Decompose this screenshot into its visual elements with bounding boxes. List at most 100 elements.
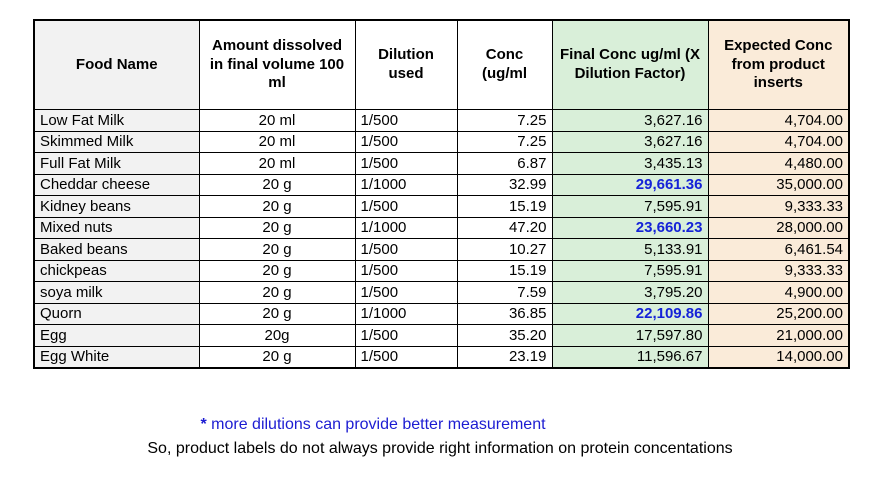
conc-cell: 35.20: [456, 324, 553, 347]
amount-cell: 20 g: [198, 259, 356, 282]
final-conc-cell: 17,597.80: [551, 324, 709, 347]
table-row: chickpeas 20 g 1/500 15.19 7,595.91 9,333.33: [33, 259, 850, 282]
dilution-cell: 1/500: [354, 109, 458, 132]
table-row: Egg White 20 g 1/500 23.19 11,596.67 14,000.0…: [33, 345, 850, 369]
dilution-cell: 1/1000: [354, 216, 458, 239]
expected-conc-cell: 4,900.00: [707, 281, 850, 304]
conc-cell: 15.19: [456, 259, 553, 282]
dilution-cell: 1/500: [354, 130, 458, 153]
amount-cell: 20g: [198, 324, 356, 347]
table-row: Baked beans 20 g 1/500 10.27 5,133.91 6,461.5…: [33, 238, 850, 261]
conc-cell: 47.20: [456, 216, 553, 239]
conc-cell: 7.59: [456, 281, 553, 304]
final-conc-cell: 7,595.91: [551, 195, 709, 218]
table-body: Low Fat Milk 20 ml 1/500 7.25 3,627.16 4,704.…: [33, 109, 850, 369]
final-conc-cell: 5,133.91: [551, 238, 709, 261]
food-name-cell: Mixed nuts: [33, 216, 200, 239]
amount-cell: 20 g: [198, 195, 356, 218]
table-row: Low Fat Milk 20 ml 1/500 7.25 3,627.16 4,704.…: [33, 109, 850, 132]
amount-cell: 20 g: [198, 281, 356, 304]
conc-cell: 15.19: [456, 195, 553, 218]
table-row: soya milk 20 g 1/500 7.59 3,795.20 4,900.00: [33, 281, 850, 304]
food-name-cell: Kidney beans: [33, 195, 200, 218]
final-conc-cell: 22,109.86: [551, 302, 709, 325]
dilution-cell: 1/1000: [354, 173, 458, 196]
expected-conc-cell: 6,461.54: [707, 238, 850, 261]
expected-conc-cell: 4,480.00: [707, 152, 850, 175]
amount-cell: 20 g: [198, 302, 356, 325]
table-row: Cheddar cheese 20 g 1/1000 32.99 29,661.36 35…: [33, 173, 850, 196]
dilution-cell: 1/500: [354, 195, 458, 218]
conc-cell: 32.99: [456, 173, 553, 196]
amount-cell: 20 ml: [198, 152, 356, 175]
final-conc-cell: 7,595.91: [551, 259, 709, 282]
final-conc-cell: 23,660.23: [551, 216, 709, 239]
final-conc-cell: 29,661.36: [551, 173, 709, 196]
dilution-cell: 1/500: [354, 324, 458, 347]
food-name-cell: Skimmed Milk: [33, 130, 200, 153]
dilution-cell: 1/1000: [354, 302, 458, 325]
amount-cell: 20 g: [198, 345, 356, 369]
expected-conc-cell: 35,000.00: [707, 173, 850, 196]
final-conc-cell: 11,596.67: [551, 345, 709, 369]
conc-cell: 23.19: [456, 345, 553, 369]
note-asterisk: *: [200, 416, 207, 433]
table-row: Mixed nuts 20 g 1/1000 47.20 23,660.23 28,000…: [33, 216, 850, 239]
expected-conc-cell: 28,000.00: [707, 216, 850, 239]
table-header: Food Name Amount dissolved in final volu…: [33, 19, 850, 110]
header-food-name: Food Name: [33, 19, 200, 110]
header-dilution-used: Dilution used: [354, 19, 458, 110]
conc-cell: 6.87: [456, 152, 553, 175]
expected-conc-cell: 21,000.00: [707, 324, 850, 347]
header-amount-dissolved: Amount dissolved in final volume 100 ml: [198, 19, 356, 110]
food-name-cell: Egg White: [33, 345, 200, 369]
expected-conc-cell: 4,704.00: [707, 130, 850, 153]
dilution-cell: 1/500: [354, 152, 458, 175]
expected-conc-cell: 14,000.00: [707, 345, 850, 369]
table-row: Quorn 20 g 1/1000 36.85 22,109.86 25,200.00: [33, 302, 850, 325]
food-name-cell: Baked beans: [33, 238, 200, 261]
header-expected-conc: Expected Conc from product inserts: [707, 19, 850, 110]
amount-cell: 20 g: [198, 173, 356, 196]
expected-conc-cell: 9,333.33: [707, 259, 850, 282]
food-name-cell: Egg: [33, 324, 200, 347]
header-final-conc: Final Conc ug/ml (X Dilution Factor): [551, 19, 709, 110]
expected-conc-cell: 4,704.00: [707, 109, 850, 132]
header-conc: Conc (ug/ml: [456, 19, 553, 110]
conc-cell: 36.85: [456, 302, 553, 325]
note-dilutions-text: more dilutions can provide better measur…: [211, 416, 546, 433]
food-name-cell: Full Fat Milk: [33, 152, 200, 175]
protein-concentration-table: Food Name Amount dissolved in final volu…: [33, 19, 850, 369]
final-conc-cell: 3,627.16: [551, 130, 709, 153]
table-row: Full Fat Milk 20 ml 1/500 6.87 3,435.13 4,480…: [33, 152, 850, 175]
dilution-cell: 1/500: [354, 259, 458, 282]
food-name-cell: Low Fat Milk: [33, 109, 200, 132]
amount-cell: 20 g: [198, 238, 356, 261]
note-dilutions: * more dilutions can provide better meas…: [0, 413, 813, 437]
header-row: Food Name Amount dissolved in final volu…: [33, 19, 850, 110]
dilution-cell: 1/500: [354, 238, 458, 261]
dilution-cell: 1/500: [354, 281, 458, 304]
expected-conc-cell: 25,200.00: [707, 302, 850, 325]
food-name-cell: Cheddar cheese: [33, 173, 200, 196]
table-row: Egg 20g 1/500 35.20 17,597.80 21,000.00: [33, 324, 850, 347]
amount-cell: 20 g: [198, 216, 356, 239]
footnotes: * more dilutions can provide better meas…: [0, 413, 880, 461]
amount-cell: 20 ml: [198, 109, 356, 132]
food-name-cell: soya milk: [33, 281, 200, 304]
final-conc-cell: 3,627.16: [551, 109, 709, 132]
amount-cell: 20 ml: [198, 130, 356, 153]
food-name-cell: chickpeas: [33, 259, 200, 282]
conc-cell: 7.25: [456, 130, 553, 153]
final-conc-cell: 3,435.13: [551, 152, 709, 175]
note-conclusion: So, product labels do not always provide…: [147, 440, 733, 457]
conc-cell: 10.27: [456, 238, 553, 261]
table-row: Kidney beans 20 g 1/500 15.19 7,595.91 9,333.…: [33, 195, 850, 218]
table-row: Skimmed Milk 20 ml 1/500 7.25 3,627.16 4,704.…: [33, 130, 850, 153]
food-name-cell: Quorn: [33, 302, 200, 325]
final-conc-cell: 3,795.20: [551, 281, 709, 304]
dilution-cell: 1/500: [354, 345, 458, 369]
conc-cell: 7.25: [456, 109, 553, 132]
expected-conc-cell: 9,333.33: [707, 195, 850, 218]
